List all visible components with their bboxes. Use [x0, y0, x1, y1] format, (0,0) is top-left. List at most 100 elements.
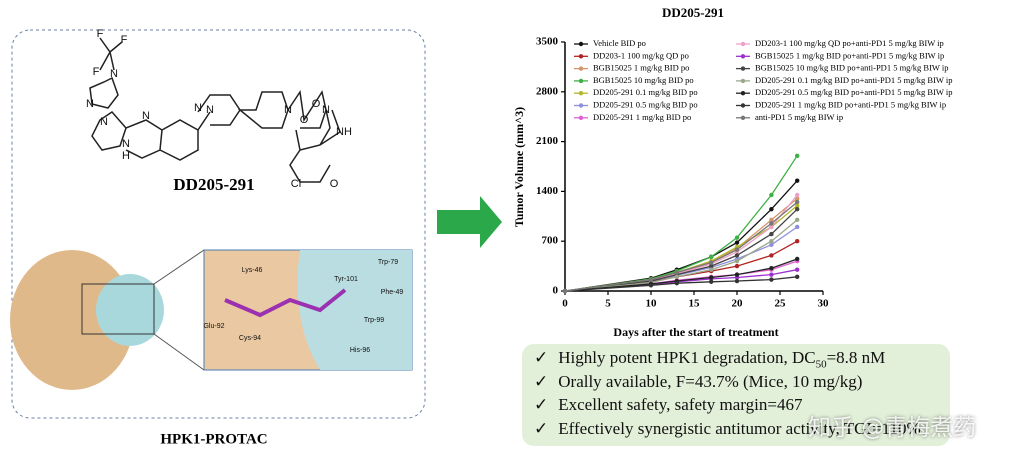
caption: HPK1-PROTAC [160, 431, 267, 447]
highlight-item: ✓ Highly potent HPK1 degradation, DC50=8.… [534, 348, 885, 370]
data-point [562, 288, 568, 294]
legend-label: BGB15025 10 mg/kg BID po+anti-PD1 5 mg/k… [755, 63, 949, 73]
data-point [674, 280, 679, 286]
legend-label: Vehicle BID po [593, 38, 646, 48]
y-tick-label: 2100 [536, 135, 559, 147]
data-point [769, 242, 774, 247]
atom-label: F [121, 34, 128, 46]
legend-marker [740, 78, 746, 84]
data-point [769, 266, 774, 271]
legend-marker [578, 115, 584, 121]
atom-label: H [122, 150, 130, 162]
watermark: 知乎 @青梅煮药 [808, 415, 977, 441]
atom-label: O [330, 178, 339, 190]
data-point [795, 256, 800, 262]
highlight-item: ✓ Orally available, F=43.7% (Mice, 10 mg/… [534, 372, 862, 392]
residue-label: Tyr-101 [334, 276, 358, 283]
legend-label: BGB15025 10 mg/kg BID po [593, 75, 694, 85]
data-point [769, 277, 774, 282]
x-tick-label: 5 [605, 298, 611, 310]
legend-label: BGB15025 1 mg/kg BID po [593, 63, 689, 73]
data-point [709, 267, 714, 272]
legend-label: DD205-291 0.5 mg/kg BID po [593, 99, 698, 109]
highlights-box: ✓ Highly potent HPK1 degradation, DC50=8.… [522, 344, 950, 446]
residue-label: Glu-92 [203, 323, 224, 330]
highlight-item: ✓ Effectively synergistic antitumor activ… [534, 419, 921, 439]
data-point [648, 283, 654, 288]
legend-label: BGB15025 1 mg/kg BID po+anti-PD1 5 mg/kg… [755, 50, 944, 60]
data-point [734, 272, 740, 277]
data-point [795, 274, 800, 279]
check-mark: ✓ [534, 418, 549, 438]
subscript: 50 [815, 358, 827, 371]
legend-marker [740, 54, 746, 59]
series-line [564, 208, 798, 292]
legend-marker [578, 66, 584, 71]
legend-label: anti-PD1 5 mg/kg BIW ip [755, 112, 843, 122]
atom-label: N [322, 104, 330, 116]
atom-label: O [312, 98, 321, 110]
arrow [437, 196, 502, 248]
y-tick-label: 1400 [536, 185, 559, 197]
highlight-text: =8.8 nM [826, 348, 886, 367]
data-point [648, 277, 654, 282]
legend-label: DD205-291 0.5 mg/kg BID po+anti-PD1 5 mg… [755, 87, 953, 97]
data-point [795, 178, 800, 183]
atom-label: F [93, 66, 100, 78]
atom-label: Cl [291, 178, 301, 190]
structure [89, 37, 341, 183]
atom-label: O [300, 114, 309, 126]
legend-marker [578, 41, 584, 47]
data-point [769, 253, 774, 258]
protein-image [10, 249, 413, 390]
left-panel-frame [11, 29, 426, 419]
data-point [709, 279, 714, 284]
data-point [709, 254, 714, 260]
data-point [769, 239, 774, 244]
x-tick-label: 20 [732, 298, 744, 310]
residue-label: Lys-46 [242, 267, 263, 274]
data-point [769, 217, 774, 223]
data-point [795, 239, 800, 244]
data-point [795, 203, 800, 208]
data-point [795, 267, 800, 272]
legend-marker [578, 91, 584, 96]
legend-marker [578, 78, 584, 84]
check-mark: ✓ [534, 395, 549, 414]
data-point [709, 275, 714, 280]
data-point [795, 224, 800, 230]
legend-label: DD205-291 0.1 mg/kg BID po [593, 87, 698, 97]
data-point [769, 192, 774, 198]
atom-label: N [100, 116, 108, 128]
legend-marker [740, 66, 746, 71]
atom-label: N [206, 104, 214, 116]
data-point [674, 270, 679, 275]
atom-label: N [110, 68, 118, 80]
data-point [734, 263, 740, 269]
chart-title: DD205-291 [662, 5, 724, 20]
highlight-item: ✓ Excellent safety, safety margin=467 [534, 395, 802, 415]
residue-label: Trp-99 [364, 317, 384, 324]
data-point [734, 253, 740, 258]
x-tick-label: 15 [689, 298, 701, 310]
legend-marker [740, 41, 746, 47]
x-tick-label: 10 [646, 298, 658, 310]
check-mark: ✓ [534, 348, 549, 367]
series-line [564, 276, 798, 292]
x-axis-label: Days after the start of treatment [613, 325, 778, 339]
residue-label: Cys-94 [239, 335, 261, 342]
x-tick-label: 25 [775, 298, 787, 310]
x-tick-label: 0 [562, 298, 568, 310]
atom-label: F [97, 28, 104, 40]
atom-label: N [86, 98, 94, 110]
data-point [795, 192, 800, 198]
data-point [674, 274, 679, 279]
legend-marker [578, 54, 584, 59]
residue-label: Phe-49 [381, 289, 404, 296]
data-point [795, 217, 800, 223]
highlight-text: Orally available, F=43.7% (Mice, 10 mg/k… [558, 371, 863, 391]
data-point [709, 263, 714, 269]
legend-label: DD203-1 100 mg/kg QD po+anti-PD1 5 mg/kg… [755, 38, 944, 48]
